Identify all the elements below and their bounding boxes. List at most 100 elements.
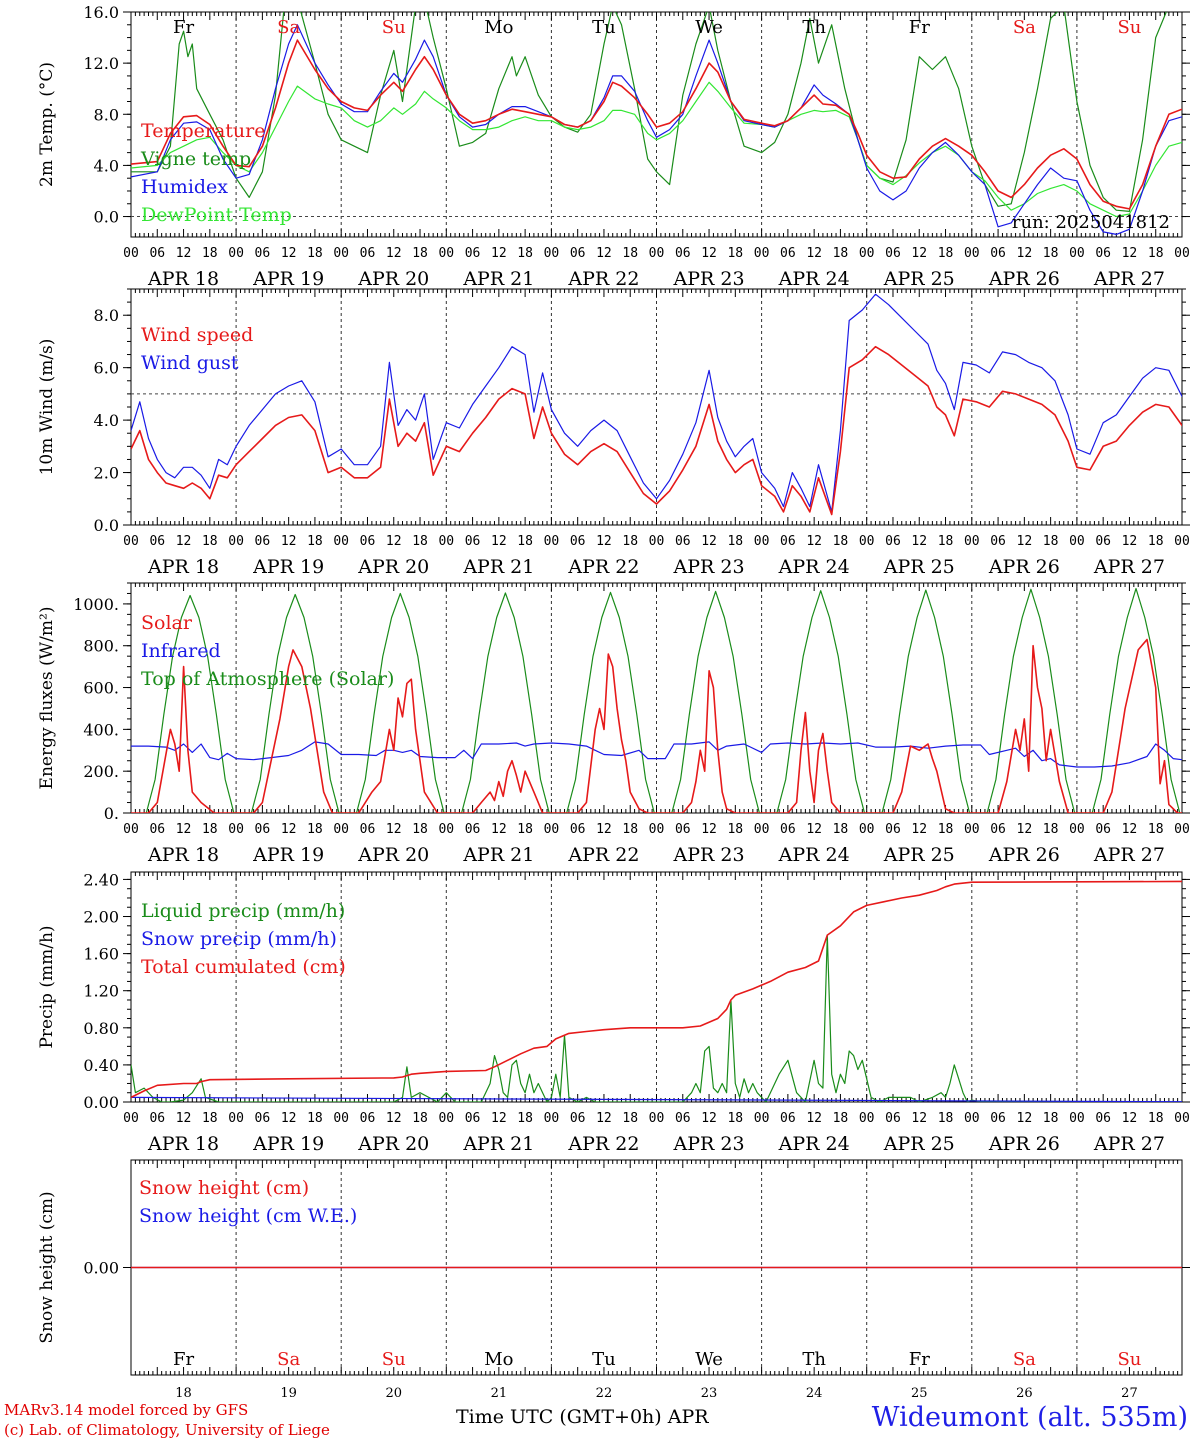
date-label: APR 22 <box>567 844 639 866</box>
hour-tick-label: 00 <box>964 246 980 261</box>
hour-tick-label: 18 <box>833 246 849 261</box>
hour-tick-label: 12 <box>701 246 717 261</box>
date-label: APR 19 <box>252 268 324 290</box>
series-line-blue <box>131 293 1182 513</box>
panel-5: 0.00 Snow height (cm) Snow height (cm) Snow… <box>37 1159 1190 1401</box>
day-number-label: 25 <box>911 1386 928 1401</box>
series-line-blue <box>131 741 1182 768</box>
hour-tick-label: 00 <box>333 822 349 837</box>
hour-tick-label: 18 <box>517 822 533 837</box>
hour-tick-label: 06 <box>780 246 796 261</box>
day-number-label: 18 <box>175 1386 192 1401</box>
date-label: APR 20 <box>357 1133 429 1155</box>
hour-tick-label: 06 <box>360 246 376 261</box>
date-label: APR 19 <box>252 844 324 866</box>
hour-tick-label: 00 <box>1069 822 1085 837</box>
y-tick-label: 2.0 <box>94 464 119 483</box>
hour-tick-label: 06 <box>885 534 901 549</box>
hour-tick-label: 12 <box>806 1111 822 1126</box>
hour-tick-label: 18 <box>517 246 533 261</box>
weekday-label: Su <box>1117 1349 1141 1370</box>
hour-tick-label: 00 <box>754 822 770 837</box>
hour-tick-label: 00 <box>123 1111 139 1126</box>
hour-tick-label: 06 <box>885 1111 901 1126</box>
y-tick-label: 2.00 <box>83 908 119 927</box>
weekday-label: Fr <box>173 17 194 38</box>
hour-tick-label: 12 <box>491 822 507 837</box>
hour-tick-label: 00 <box>649 534 665 549</box>
date-label: APR 21 <box>462 1133 534 1155</box>
hour-tick-label: 18 <box>1148 534 1164 549</box>
hour-tick-label: 18 <box>517 534 533 549</box>
hour-tick-label: 12 <box>806 246 822 261</box>
hour-tick-label: 12 <box>176 534 192 549</box>
hour-tick-label: 00 <box>333 1111 349 1126</box>
y-tick-label: 0. <box>104 804 119 823</box>
hour-tick-label: 00 <box>228 246 244 261</box>
weekday-label: Su <box>1117 17 1141 38</box>
run-label: run: 2025041812 <box>1012 212 1170 233</box>
hour-tick-label: 06 <box>255 534 271 549</box>
hour-tick-label: 12 <box>1122 822 1138 837</box>
series-line-green <box>131 12 1167 212</box>
hour-tick-label: 00 <box>544 822 560 837</box>
hour-tick-label: 12 <box>386 1111 402 1126</box>
hour-tick-label: 18 <box>1043 534 1059 549</box>
hour-tick-label: 18 <box>307 822 323 837</box>
hour-tick-label: 18 <box>938 822 954 837</box>
hour-tick-label: 12 <box>281 1111 297 1126</box>
hour-tick-label: 12 <box>911 1111 927 1126</box>
date-label: APR 27 <box>1093 1133 1165 1155</box>
date-label: APR 18 <box>147 556 219 578</box>
hour-tick-label: 12 <box>386 246 402 261</box>
hour-tick-label: 06 <box>885 822 901 837</box>
hour-tick-label: 12 <box>911 822 927 837</box>
date-label: APR 27 <box>1093 268 1165 290</box>
y-axis-label: Precip (mm/h) <box>37 925 57 1048</box>
hour-tick-label: 00 <box>333 246 349 261</box>
hour-tick-label: 06 <box>1095 822 1111 837</box>
weekday-label: Sa <box>1013 17 1036 38</box>
y-tick-label: 8.0 <box>94 306 119 325</box>
hour-tick-label: 00 <box>859 822 875 837</box>
hour-tick-label: 06 <box>149 1111 165 1126</box>
weekday-label: Tu <box>592 17 616 38</box>
date-label: APR 24 <box>778 556 850 578</box>
hour-tick-label: 00 <box>964 1111 980 1126</box>
hour-tick-label: 18 <box>412 1111 428 1126</box>
hour-tick-label: 12 <box>1122 246 1138 261</box>
hour-tick-label: 12 <box>176 246 192 261</box>
legend-entry: Snow height (cm W.E.) <box>139 1205 357 1227</box>
hour-tick-label: 18 <box>938 534 954 549</box>
series-line-blue <box>131 24 1182 235</box>
series-line-red <box>131 39 1182 210</box>
day-number-label: 20 <box>385 1386 402 1401</box>
date-label: APR 19 <box>252 556 324 578</box>
hour-tick-label: 18 <box>622 1111 638 1126</box>
hour-tick-label: 00 <box>123 534 139 549</box>
hour-tick-label: 18 <box>307 246 323 261</box>
date-label: APR 18 <box>147 268 219 290</box>
date-label: APR 25 <box>883 268 955 290</box>
hour-tick-label: 00 <box>123 246 139 261</box>
hour-tick-label: 12 <box>281 246 297 261</box>
date-label: APR 23 <box>673 1133 745 1155</box>
hour-tick-label: 12 <box>386 822 402 837</box>
hour-tick-label: 12 <box>596 534 612 549</box>
hour-tick-label: 00 <box>754 246 770 261</box>
date-label: APR 21 <box>462 556 534 578</box>
hour-tick-label: 12 <box>491 534 507 549</box>
y-tick-label: 1000. <box>73 595 119 614</box>
hour-tick-label: 18 <box>1148 246 1164 261</box>
y-tick-label: 0.00 <box>83 1259 119 1278</box>
hour-tick-label: 18 <box>727 822 743 837</box>
legend-entry: Vigne temp <box>140 148 251 170</box>
panel-4: 0.00 0.40 0.80 1.20 1.60 2.00 2.40 Precip (mm/h… <box>37 870 1190 1155</box>
hour-tick-label: 00 <box>1174 1111 1190 1126</box>
hour-tick-label: 18 <box>412 534 428 549</box>
legend-entry: Snow height (cm) <box>139 1177 309 1199</box>
legend-entry: Temperature <box>141 120 265 142</box>
hour-tick-label: 18 <box>307 1111 323 1126</box>
hour-tick-label: 12 <box>176 1111 192 1126</box>
